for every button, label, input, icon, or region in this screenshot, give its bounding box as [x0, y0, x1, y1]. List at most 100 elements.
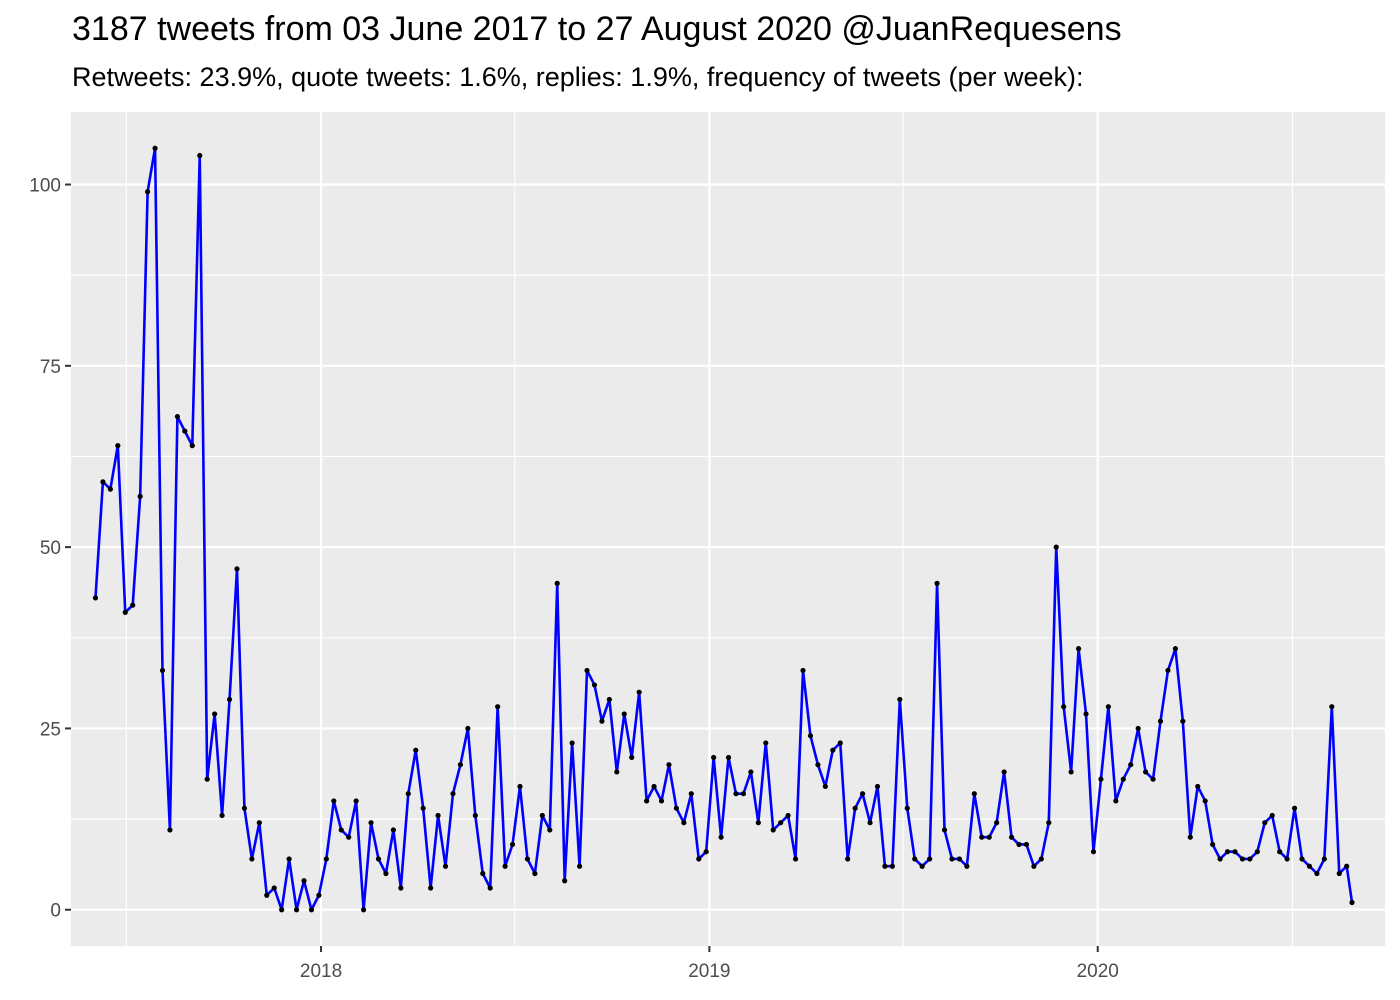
- data-point: [576, 863, 583, 869]
- data-point: [1344, 863, 1350, 869]
- data-point: [934, 580, 940, 586]
- data-point: [226, 696, 233, 703]
- data-point: [532, 870, 538, 877]
- data-point: [271, 885, 277, 891]
- data-point: [1224, 849, 1231, 855]
- data-point: [122, 609, 128, 616]
- series-line: [94, 146, 1354, 912]
- data-point: [792, 856, 799, 862]
- data-point: [629, 754, 635, 761]
- data-point: [241, 805, 248, 811]
- data-point: [1016, 841, 1022, 848]
- data-point: [606, 696, 612, 703]
- data-point: [994, 820, 1000, 826]
- data-point: [904, 805, 910, 811]
- data-point: [748, 769, 754, 775]
- data-point: [360, 907, 367, 913]
- data-point: [1269, 812, 1275, 819]
- data-point: [927, 856, 933, 862]
- data-point: [822, 783, 828, 790]
- data-point: [189, 443, 195, 449]
- data-point: [107, 486, 113, 492]
- data-point: [1172, 646, 1178, 652]
- data-point: [212, 711, 218, 717]
- data-point: [964, 863, 970, 869]
- axes-layer: 0 25 50 75 100 2018 2019 2020: [29, 176, 1119, 982]
- data-point: [718, 834, 724, 840]
- data-point: [465, 725, 471, 732]
- data-point: [852, 805, 858, 811]
- data-point: [1105, 704, 1111, 710]
- data-point: [1232, 849, 1238, 855]
- data-point: [1291, 805, 1298, 811]
- data-point: [338, 827, 344, 833]
- data-point: [398, 885, 404, 891]
- data-point: [1031, 863, 1037, 869]
- data-point: [912, 856, 918, 862]
- data-point: [152, 145, 158, 151]
- data-point: [830, 747, 836, 753]
- data-point: [599, 718, 605, 724]
- data-point: [1075, 646, 1082, 652]
- data-point: [658, 798, 665, 804]
- x-tick-label: 2019: [688, 961, 730, 982]
- data-point: [115, 443, 121, 449]
- data-point: [949, 856, 955, 862]
- data-point: [614, 769, 620, 775]
- data-point: [651, 783, 657, 790]
- data-point: [1254, 849, 1260, 855]
- data-point: [1135, 725, 1141, 732]
- data-point: [1299, 856, 1305, 862]
- data-point: [1090, 849, 1097, 855]
- data-point: [480, 870, 486, 877]
- data-point: [137, 493, 143, 499]
- data-point: [1120, 776, 1126, 782]
- data-point: [368, 820, 374, 826]
- y-tick-label: 50: [40, 538, 61, 559]
- data-point: [301, 878, 307, 884]
- y-tick-label: 25: [40, 719, 61, 740]
- data-point: [420, 805, 426, 811]
- data-point: [763, 740, 769, 746]
- data-point: [1180, 718, 1186, 724]
- data-point: [1239, 856, 1246, 862]
- data-point: [986, 834, 992, 840]
- data-point: [167, 827, 173, 833]
- data-point: [1143, 769, 1149, 775]
- data-point: [636, 689, 642, 695]
- data-point: [204, 776, 210, 782]
- x-tick-label: 2020: [1077, 961, 1119, 982]
- data-point: [264, 892, 270, 898]
- data-point: [733, 791, 739, 797]
- data-point: [547, 827, 553, 833]
- data-point: [1349, 899, 1355, 906]
- data-point: [1321, 856, 1327, 862]
- series-layer: [92, 145, 1355, 913]
- data-point: [941, 827, 948, 833]
- data-point: [711, 754, 717, 761]
- data-point: [1195, 783, 1201, 790]
- data-point: [353, 798, 359, 804]
- chart-subtitle: Retweets: 23.9%, quote tweets: 1.6%, rep…: [72, 62, 1084, 92]
- data-point: [859, 791, 866, 797]
- data-point: [1262, 820, 1268, 826]
- data-point: [1038, 856, 1044, 862]
- data-point: [375, 856, 382, 862]
- y-tick-label: 0: [50, 901, 61, 922]
- data-point: [688, 791, 694, 797]
- data-point: [1053, 544, 1059, 550]
- data-point: [845, 856, 851, 862]
- data-point: [1001, 769, 1007, 775]
- data-point: [1202, 798, 1208, 804]
- data-point: [182, 428, 188, 434]
- data-point: [1165, 667, 1171, 674]
- data-point: [1314, 870, 1320, 877]
- data-point: [956, 856, 963, 862]
- data-point: [517, 783, 523, 790]
- data-point: [1150, 776, 1156, 782]
- data-point: [1217, 856, 1223, 862]
- data-point: [1336, 870, 1342, 877]
- data-point: [703, 849, 709, 855]
- data-point: [874, 783, 881, 790]
- data-point: [1306, 863, 1313, 869]
